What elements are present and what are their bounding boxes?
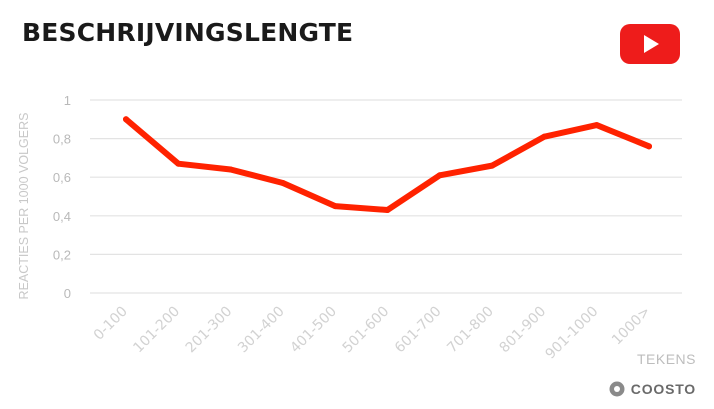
y-tick-label: 0 bbox=[64, 286, 71, 301]
data-point bbox=[227, 166, 234, 173]
x-tick-label: 901-1000 bbox=[543, 304, 602, 363]
youtube-icon bbox=[620, 24, 680, 64]
x-axis-label: TEKENS bbox=[636, 351, 696, 367]
series-line bbox=[123, 116, 652, 214]
data-point bbox=[541, 133, 548, 140]
y-tick-label: 0,2 bbox=[53, 247, 71, 262]
x-tick-label: 1000> bbox=[609, 304, 654, 349]
y-tick-label: 0,4 bbox=[53, 209, 71, 224]
data-point bbox=[332, 203, 339, 210]
chart-title: BESCHRIJVINGSLENGTE bbox=[22, 18, 354, 47]
y-tick-labels: 0 0,2 0,4 0,6 0,8 1 bbox=[53, 93, 71, 301]
x-tick-label: 701-800 bbox=[444, 304, 497, 357]
y-axis-label: REACTIES PER 1000 VOLGERS bbox=[17, 113, 31, 300]
data-point bbox=[593, 122, 600, 129]
gridlines bbox=[90, 99, 682, 294]
data-point bbox=[175, 160, 182, 167]
y-tick-label: 0,8 bbox=[53, 132, 71, 147]
x-tick-label: 801-900 bbox=[497, 304, 550, 357]
coosto-logo-icon bbox=[609, 381, 625, 397]
data-point bbox=[279, 179, 286, 186]
x-tick-label: 101-200 bbox=[130, 304, 183, 357]
y-tick-label: 0,6 bbox=[53, 170, 71, 185]
data-point bbox=[489, 162, 496, 169]
y-tick-label: 1 bbox=[64, 93, 71, 108]
x-tick-label: 401-500 bbox=[287, 304, 340, 357]
x-tick-labels: 0-100 101-200 201-300 301-400 401-500 501-600… bbox=[91, 304, 654, 363]
x-tick-label: 301-400 bbox=[235, 304, 288, 357]
brand-name: COOSTO bbox=[630, 381, 696, 397]
data-point bbox=[123, 116, 129, 123]
x-tick-label: 0-100 bbox=[91, 304, 131, 344]
data-point bbox=[384, 207, 391, 214]
x-tick-label: 601-700 bbox=[392, 304, 445, 357]
data-series bbox=[123, 116, 652, 214]
brand-footer: COOSTO bbox=[609, 381, 696, 397]
x-tick-label: 201-300 bbox=[183, 304, 236, 357]
x-tick-label: 501-600 bbox=[340, 304, 393, 357]
data-point bbox=[646, 143, 652, 150]
data-point bbox=[436, 172, 443, 179]
